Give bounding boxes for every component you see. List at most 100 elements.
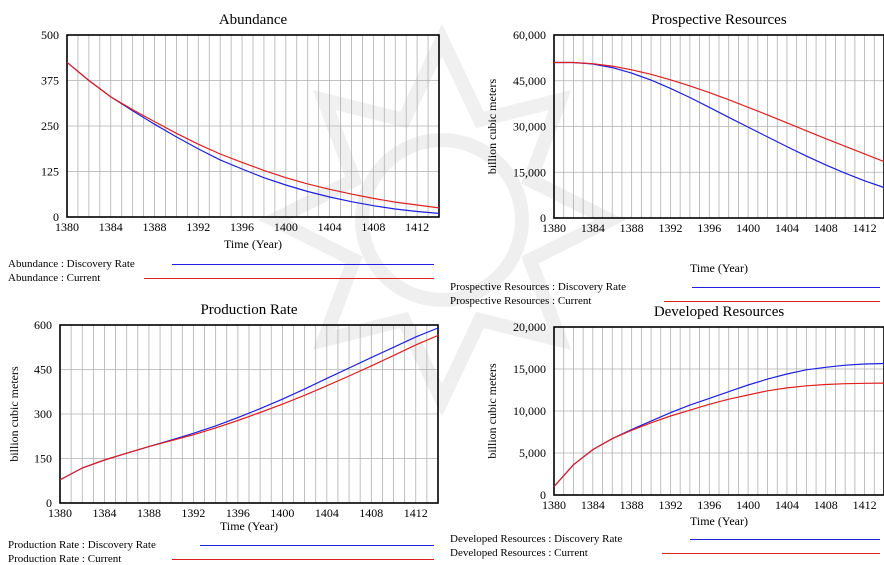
y-tick-label: 10,000 [513,404,546,418]
y-tick-label: 250 [41,119,59,133]
plot-frame [66,34,440,218]
legend-entry: Prospective Resources : Current [450,295,884,307]
legend-label: Prospective Resources : Discovery Rate [450,281,626,293]
developed-resources-chart-panel: Developed Resources 1380 1384 1388 1392 1396 1… [442,282,884,565]
x-tick-label: 1384 [92,506,116,520]
developed-chart-svg: Developed Resources 1380 1384 1388 1392 1396 1… [485,304,884,528]
x-axis-label: Time (Year) [220,519,278,533]
legend-entry: Developed Resources : Current [450,547,884,559]
legend-line-swatch [662,553,880,554]
legend-label: Developed Resources : Current [450,547,588,559]
chart-title: Developed Resources [654,304,785,320]
x-tick-label: 1412 [405,220,429,234]
y-axis-label: billion cubic meters [7,366,21,462]
series-line-discovery-rate [554,61,884,189]
x-axis-label: Time (Year) [224,237,282,251]
legend-label: Developed Resources : Discovery Rate [450,533,623,545]
legend-label: Production Rate : Current [8,553,122,565]
legend-entry: Prospective Resources : Discovery Rate [450,281,884,293]
x-tick-label: 1404 [775,498,799,512]
legend-line-swatch [172,559,434,560]
y-tick-label: 15,000 [513,362,546,376]
prospective-chart-svg: Prospective Resources 1380 1384 1388 1392 139… [485,12,884,275]
chart-title: Production Rate [200,302,297,318]
x-tick-label: 1396 [697,221,721,235]
x-tick-label: 1380 [55,220,79,234]
plot-frame [553,34,884,219]
plot-frame [59,324,439,504]
y-tick-label: 300 [34,407,52,421]
x-tick-label: 1412 [853,221,877,235]
x-tick-label: 1400 [736,498,760,512]
x-tick-label: 1380 [542,498,566,512]
x-tick-label: 1380 [542,221,566,235]
x-tick-label: 1388 [143,220,167,234]
legend-entry: Production Rate : Discovery Rate [8,539,442,551]
legend-entry: Abundance : Discovery Rate [8,258,442,270]
y-tick-label: 150 [34,452,52,466]
abundance-chart-svg: Abundance 1380 1384 1388 1392 1396 1400 1404 140… [41,12,440,251]
y-tick-label: 375 [41,74,59,88]
plot-frame [553,326,884,496]
x-tick-label: 1412 [404,506,428,520]
y-tick-label: 450 [34,363,52,377]
y-tick-label: 45,000 [513,74,546,88]
x-tick-label: 1408 [361,220,385,234]
legend-line-swatch [200,545,434,546]
x-tick-label: 1404 [315,506,339,520]
legend-line-swatch [690,539,880,540]
x-tick-label: 1384 [99,220,123,234]
y-axis-label: billion cubic meters [485,363,499,459]
x-tick-label: 1396 [226,506,250,520]
y-tick-label: 30,000 [513,120,546,134]
y-axis-label: billion cubic meters [485,79,499,175]
y-tick-label: 600 [34,318,52,332]
x-tick-label: 1400 [274,220,298,234]
x-tick-label: 1412 [853,498,877,512]
x-tick-label: 1384 [581,221,605,235]
series-line-current [66,61,440,209]
x-tick-label: 1400 [270,506,294,520]
y-tick-label: 0 [540,488,546,502]
x-tick-label: 1388 [620,498,644,512]
x-tick-label: 1400 [736,221,760,235]
y-tick-label: 125 [41,165,59,179]
production-rate-chart-panel: Production Rate 1380 1384 1388 1392 1396 1400 1… [0,282,442,565]
x-tick-label: 1392 [658,498,682,512]
y-tick-label: 5,000 [519,446,546,460]
x-tick-label: 1408 [359,506,383,520]
y-tick-label: 0 [540,211,546,225]
y-tick-label: 20,000 [513,320,546,334]
x-tick-label: 1392 [181,506,205,520]
prospective-resources-chart-panel: Prospective Resources 1380 1384 1388 1392 139… [442,0,884,307]
legend-line-swatch [664,301,880,302]
x-tick-label: 1396 [230,220,254,234]
production-chart-svg: Production Rate 1380 1384 1388 1392 1396 1400 1… [7,302,439,533]
legend-label: Prospective Resources : Current [450,295,592,307]
legend-line-swatch [144,278,434,279]
x-tick-label: 1388 [137,506,161,520]
x-tick-label: 1388 [620,221,644,235]
y-tick-label: 500 [41,28,59,42]
x-tick-label: 1404 [318,220,342,234]
x-tick-label: 1404 [775,221,799,235]
legend-label: Production Rate : Discovery Rate [8,539,156,551]
y-tick-label: 0 [46,496,52,510]
x-tick-label: 1380 [48,506,72,520]
legend-entry: Developed Resources : Discovery Rate [450,533,884,545]
x-tick-label: 1408 [814,498,838,512]
y-tick-label: 15,000 [513,165,546,179]
series-line-discovery-rate [66,61,440,214]
chart-title: Abundance [219,12,288,28]
x-tick-label: 1392 [186,220,210,234]
series-line-current [554,61,884,163]
legend-line-swatch [692,287,880,288]
abundance-chart-panel: Abundance 1380 1384 1388 1392 1396 1400 1404 140… [0,0,442,284]
x-axis-label: Time (Year) [690,261,748,275]
chart-title: Prospective Resources [651,12,787,28]
legend-entry: Abundance : Current [8,272,442,284]
y-tick-label: 60,000 [513,28,546,42]
legend-label: Abundance : Discovery Rate [8,258,135,270]
x-tick-label: 1408 [814,221,838,235]
